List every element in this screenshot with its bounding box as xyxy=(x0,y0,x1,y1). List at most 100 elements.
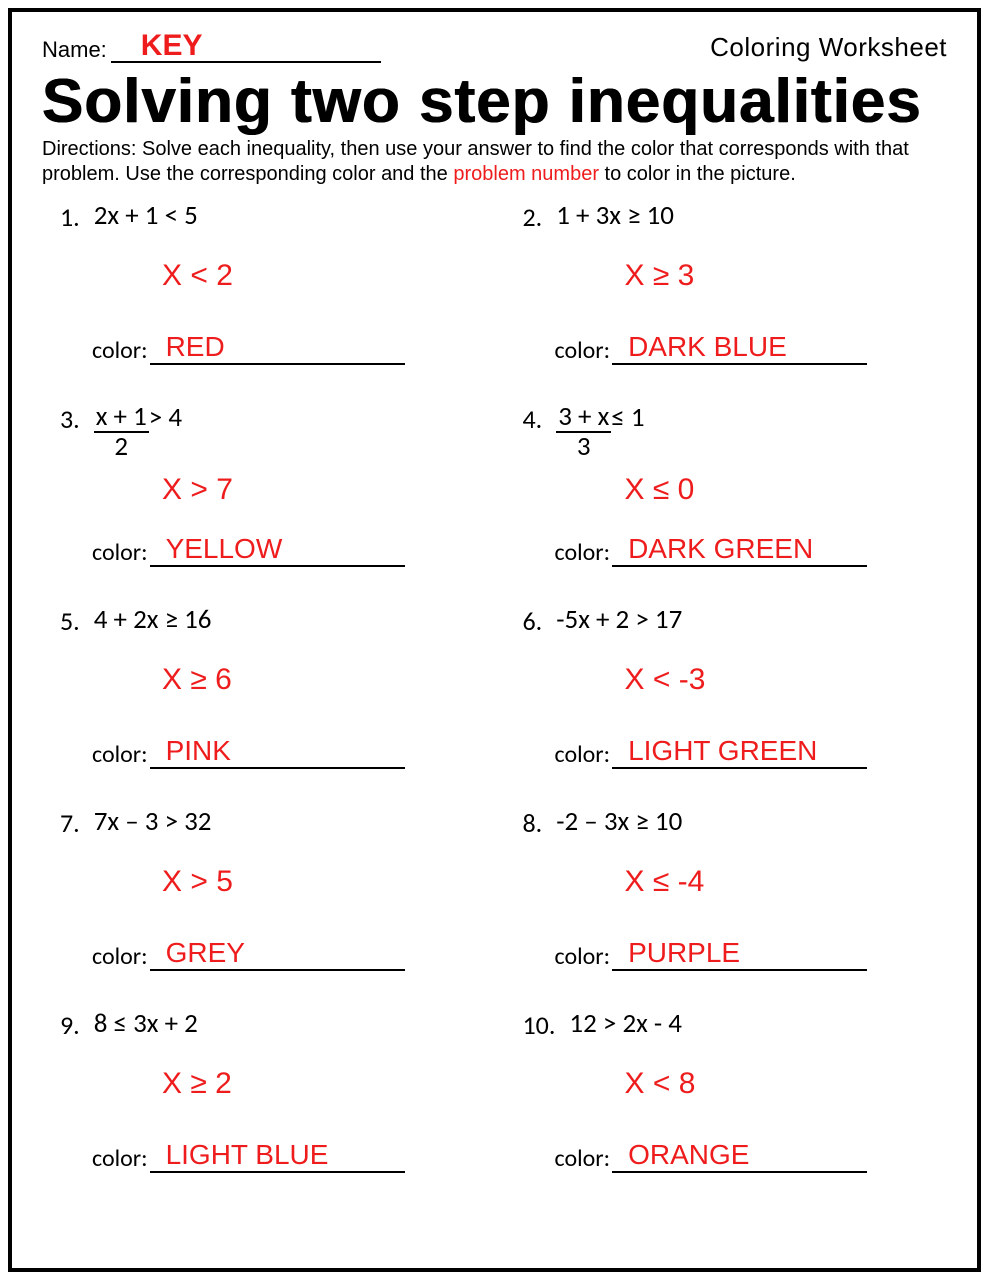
directions-post: to color in the picture. xyxy=(599,163,796,185)
problem-3: 3. x + 1 2 > 4 X > 7 color: YELLOW xyxy=(42,403,485,605)
color-value: LIGHT GREEN xyxy=(628,735,817,767)
color-label: color: xyxy=(555,942,611,971)
fraction-denominator: 2 xyxy=(94,433,149,461)
color-value: YELLOW xyxy=(166,533,283,565)
color-line: PINK xyxy=(150,743,405,769)
worksheet-page: Name: KEY Coloring Worksheet Solving two… xyxy=(8,8,981,1272)
problem-number: 9. xyxy=(60,1009,80,1041)
problem-8: 8. -2 – 3x ≥ 10 X ≤ -4 color: PURPLE xyxy=(505,807,948,1009)
color-label: color: xyxy=(92,740,148,769)
problem-number: 3. xyxy=(60,403,80,435)
color-value: PINK xyxy=(166,735,231,767)
problem-7: 7. 7x – 3 > 32 X > 5 color: GREY xyxy=(42,807,485,1009)
problem-number: 10. xyxy=(523,1009,556,1041)
color-value: PURPLE xyxy=(628,937,740,969)
problem-answer: X < -3 xyxy=(625,663,706,697)
problem-answer: X ≥ 3 xyxy=(625,259,695,293)
header-right-label: Coloring Worksheet xyxy=(710,32,947,63)
color-row: color: PINK xyxy=(92,740,405,769)
problem-answer: X > 5 xyxy=(162,865,233,899)
color-row: color: RED xyxy=(92,336,405,365)
name-value: KEY xyxy=(141,29,203,63)
color-label: color: xyxy=(92,1144,148,1173)
problem-6: 6. -5x + 2 > 17 X < -3 color: LIGHT GREE… xyxy=(505,605,948,807)
problem-expression: 1 + 3x ≥ 10 xyxy=(556,201,674,231)
problem-answer: X > 7 xyxy=(162,473,233,507)
color-line: GREY xyxy=(150,945,405,971)
color-value: DARK BLUE xyxy=(628,331,787,363)
color-line: YELLOW xyxy=(150,541,405,567)
problem-expression: 3 + x 3 ≤ 1 xyxy=(556,403,644,462)
fraction-rest: > 4 xyxy=(149,403,182,433)
color-value: LIGHT BLUE xyxy=(166,1139,329,1171)
color-row: color: DARK GREEN xyxy=(555,538,868,567)
fraction: 3 + x 3 xyxy=(556,403,611,462)
problem-number: 2. xyxy=(523,201,543,233)
color-line: LIGHT GREEN xyxy=(612,743,867,769)
color-row: color: YELLOW xyxy=(92,538,405,567)
name-line: KEY xyxy=(111,35,381,63)
color-row: color: ORANGE xyxy=(555,1144,868,1173)
problem-2: 2. 1 + 3x ≥ 10 X ≥ 3 color: DARK BLUE xyxy=(505,201,948,403)
problem-expression: 7x – 3 > 32 xyxy=(94,807,212,837)
color-row: color: PURPLE xyxy=(555,942,868,971)
directions-highlight: problem number xyxy=(453,163,599,185)
color-value: DARK GREEN xyxy=(628,533,813,565)
color-row: color: LIGHT GREEN xyxy=(555,740,868,769)
color-line: DARK GREEN xyxy=(612,541,867,567)
fraction-numerator: x + 1 xyxy=(94,403,149,433)
problem-answer: X ≤ -4 xyxy=(625,865,705,899)
problem-number: 6. xyxy=(523,605,543,637)
fraction-rest: ≤ 1 xyxy=(611,403,644,433)
color-label: color: xyxy=(555,336,611,365)
fraction-denominator: 3 xyxy=(556,433,611,461)
color-label: color: xyxy=(555,1144,611,1173)
problem-expression: x + 1 2 > 4 xyxy=(94,403,182,462)
problem-number: 4. xyxy=(523,403,543,435)
color-row: color: LIGHT BLUE xyxy=(92,1144,405,1173)
color-label: color: xyxy=(92,538,148,567)
header-row: Name: KEY Coloring Worksheet xyxy=(42,32,947,63)
name-label: Name: xyxy=(42,37,111,63)
color-row: color: DARK BLUE xyxy=(555,336,868,365)
color-line: LIGHT BLUE xyxy=(150,1147,405,1173)
problem-answer: X < 8 xyxy=(625,1067,696,1101)
problem-number: 8. xyxy=(523,807,543,839)
problem-expression: -2 – 3x ≥ 10 xyxy=(556,807,682,837)
directions: Directions: Solve each inequality, then … xyxy=(42,137,947,187)
problem-expression: -5x + 2 > 17 xyxy=(556,605,682,635)
problem-expression: 4 + 2x ≥ 16 xyxy=(94,605,212,635)
problem-1: 1. 2x + 1 < 5 X < 2 color: RED xyxy=(42,201,485,403)
problem-answer: X ≥ 2 xyxy=(162,1067,232,1101)
problem-expression: 12 > 2x - 4 xyxy=(569,1009,682,1039)
color-line: ORANGE xyxy=(612,1147,867,1173)
color-line: PURPLE xyxy=(612,945,867,971)
problem-5: 5. 4 + 2x ≥ 16 X ≥ 6 color: PINK xyxy=(42,605,485,807)
color-line: RED xyxy=(150,339,405,365)
fraction-numerator: 3 + x xyxy=(556,403,611,433)
color-value: GREY xyxy=(166,937,245,969)
problem-9: 9. 8 ≤ 3x + 2 X ≥ 2 color: LIGHT BLUE xyxy=(42,1009,485,1211)
color-label: color: xyxy=(92,336,148,365)
problem-number: 5. xyxy=(60,605,80,637)
problem-10: 10. 12 > 2x - 4 X < 8 color: ORANGE xyxy=(505,1009,948,1211)
page-title: Solving two step inequalities xyxy=(42,71,947,133)
problem-answer: X < 2 xyxy=(162,259,233,293)
name-block: Name: KEY xyxy=(42,35,381,63)
problem-number: 1. xyxy=(60,201,80,233)
color-label: color: xyxy=(555,538,611,567)
color-row: color: GREY xyxy=(92,942,405,971)
color-value: RED xyxy=(166,331,225,363)
color-value: ORANGE xyxy=(628,1139,749,1171)
color-line: DARK BLUE xyxy=(612,339,867,365)
problem-expression: 2x + 1 < 5 xyxy=(94,201,198,231)
problem-answer: X ≥ 6 xyxy=(162,663,232,697)
problems-grid: 1. 2x + 1 < 5 X < 2 color: RED 2. 1 + 3x… xyxy=(42,201,947,1211)
fraction: x + 1 2 xyxy=(94,403,149,462)
color-label: color: xyxy=(555,740,611,769)
problem-expression: 8 ≤ 3x + 2 xyxy=(94,1009,198,1039)
problem-answer: X ≤ 0 xyxy=(625,473,695,507)
problem-number: 7. xyxy=(60,807,80,839)
problem-4: 4. 3 + x 3 ≤ 1 X ≤ 0 color: DARK GREEN xyxy=(505,403,948,605)
color-label: color: xyxy=(92,942,148,971)
